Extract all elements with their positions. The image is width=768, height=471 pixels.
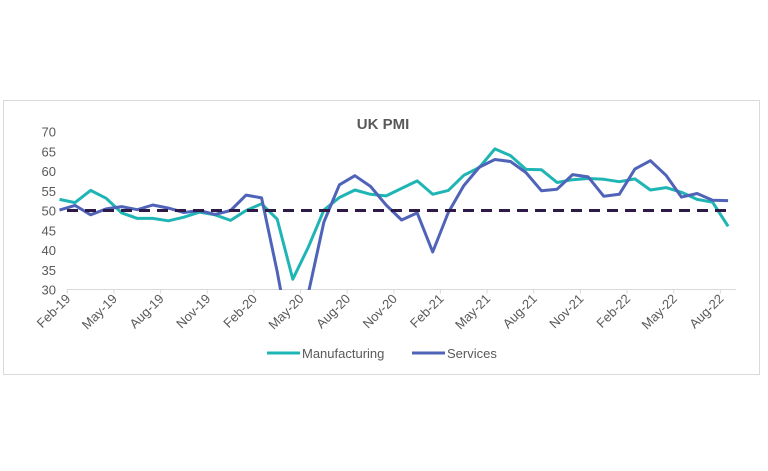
- x-tick-label: Feb-22: [593, 291, 633, 331]
- x-tick-label: Aug-20: [313, 291, 353, 331]
- x-tick-label: May-20: [265, 291, 306, 332]
- x-axis: Feb-19 May-19 Aug-19 Nov-19 Feb-20 May-20 Aug-…: [34, 289, 736, 332]
- y-tick-label: 30: [42, 283, 56, 298]
- x-tick-label: Aug-19: [126, 291, 166, 331]
- y-tick-label: 35: [42, 263, 56, 278]
- legend: Manufacturing Services: [267, 346, 497, 361]
- y-tick-label: 50: [42, 204, 56, 219]
- x-tick-label: Aug-22: [686, 291, 726, 331]
- x-tick-label: Feb-21: [407, 291, 447, 331]
- y-axis: 30 35 40 45 50 55 60 65 70: [42, 125, 56, 298]
- x-tick-label: May-19: [79, 291, 120, 332]
- legend-label-services: Services: [447, 346, 497, 361]
- series-line-manufacturing: [59, 147, 730, 281]
- x-tick-label: Feb-20: [220, 291, 260, 331]
- x-tick-label: May-22: [639, 291, 680, 332]
- x-tick-label: Nov-20: [360, 291, 400, 331]
- x-tick-label: May-21: [452, 291, 493, 332]
- chart-title: UK PMI: [357, 116, 410, 133]
- y-tick-label: 40: [42, 243, 56, 258]
- legend-label-manufacturing: Manufacturing: [302, 346, 384, 361]
- x-tick-label: Nov-21: [546, 291, 586, 331]
- y-tick-label: 70: [42, 125, 56, 140]
- chart-frame: [3, 100, 760, 375]
- y-tick-label: 65: [42, 144, 56, 159]
- x-tick-label: Nov-19: [173, 291, 213, 331]
- series-group: [59, 147, 730, 290]
- y-tick-label: 60: [42, 164, 56, 179]
- y-tick-label: 55: [42, 184, 56, 199]
- series-line-services: [59, 158, 729, 290]
- x-tick-label: Aug-21: [500, 291, 540, 331]
- y-tick-label: 45: [42, 223, 56, 238]
